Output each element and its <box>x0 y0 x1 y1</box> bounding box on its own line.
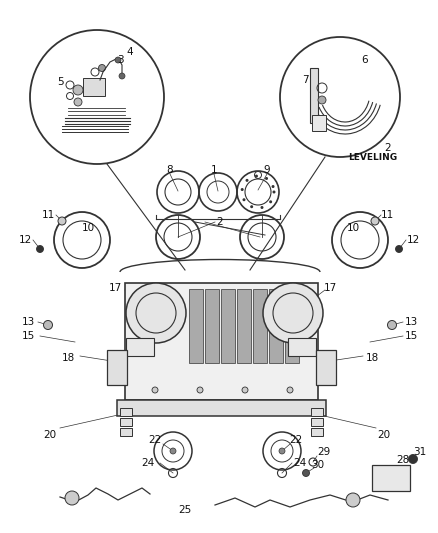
Circle shape <box>371 217 379 225</box>
Bar <box>316 350 336 385</box>
Bar <box>107 350 127 385</box>
Bar <box>269 289 283 363</box>
Circle shape <box>197 387 203 393</box>
Bar <box>125 283 318 400</box>
Circle shape <box>152 387 158 393</box>
Circle shape <box>250 205 253 208</box>
Bar <box>205 289 219 363</box>
Circle shape <box>287 387 293 393</box>
Circle shape <box>409 455 417 464</box>
Text: 2: 2 <box>385 143 391 153</box>
Circle shape <box>241 188 244 191</box>
Text: 18: 18 <box>61 353 74 363</box>
Bar <box>311 418 323 426</box>
Circle shape <box>170 448 176 454</box>
Bar <box>221 289 235 363</box>
Bar <box>311 428 323 436</box>
Text: 15: 15 <box>404 331 417 341</box>
Circle shape <box>58 217 66 225</box>
Text: 12: 12 <box>406 235 420 245</box>
Circle shape <box>115 57 121 63</box>
Text: 22: 22 <box>290 435 303 445</box>
Text: 8: 8 <box>167 165 173 175</box>
Text: 25: 25 <box>178 505 192 515</box>
Circle shape <box>272 190 276 193</box>
Circle shape <box>303 470 310 477</box>
Circle shape <box>263 283 323 343</box>
Circle shape <box>243 198 245 201</box>
Circle shape <box>318 96 326 104</box>
Bar <box>83 78 105 96</box>
Circle shape <box>36 246 43 253</box>
Circle shape <box>65 491 79 505</box>
Text: 24: 24 <box>293 458 307 468</box>
Circle shape <box>255 175 258 177</box>
Bar <box>117 400 326 416</box>
Bar <box>311 408 323 416</box>
Text: 4: 4 <box>127 47 133 57</box>
Bar <box>285 289 299 363</box>
Circle shape <box>126 283 186 343</box>
Circle shape <box>272 185 275 188</box>
Text: LEVELING: LEVELING <box>349 152 398 161</box>
Text: 20: 20 <box>378 430 391 440</box>
Text: 31: 31 <box>413 447 427 457</box>
Text: 2: 2 <box>217 217 223 227</box>
Bar <box>120 418 132 426</box>
Text: 24: 24 <box>141 458 155 468</box>
Bar <box>126 338 154 356</box>
Circle shape <box>74 98 82 106</box>
Text: 22: 22 <box>148 435 162 445</box>
Circle shape <box>388 320 396 329</box>
Text: 12: 12 <box>18 235 32 245</box>
Text: 15: 15 <box>21 331 35 341</box>
Text: 9: 9 <box>264 165 270 175</box>
Bar <box>372 465 410 491</box>
Circle shape <box>242 387 248 393</box>
Text: 13: 13 <box>21 317 35 327</box>
Text: 6: 6 <box>362 55 368 65</box>
Text: 10: 10 <box>346 223 360 233</box>
Bar <box>120 428 132 436</box>
Text: 30: 30 <box>311 460 325 470</box>
Text: 28: 28 <box>396 455 410 465</box>
Bar <box>120 408 132 416</box>
Circle shape <box>246 179 248 182</box>
Bar <box>310 68 318 123</box>
Text: 18: 18 <box>365 353 378 363</box>
Text: 1: 1 <box>211 165 217 175</box>
Circle shape <box>73 85 83 95</box>
Bar <box>253 289 267 363</box>
Circle shape <box>279 448 285 454</box>
Text: 3: 3 <box>117 55 124 65</box>
Text: 20: 20 <box>43 430 57 440</box>
Text: 10: 10 <box>81 223 95 233</box>
Text: 5: 5 <box>57 77 64 87</box>
Circle shape <box>99 64 106 71</box>
Text: 29: 29 <box>318 447 331 457</box>
Text: 11: 11 <box>380 210 394 220</box>
Text: 11: 11 <box>41 210 55 220</box>
Circle shape <box>396 246 403 253</box>
Bar <box>288 338 316 356</box>
Bar <box>312 115 326 131</box>
Text: 17: 17 <box>323 283 337 293</box>
Circle shape <box>265 177 268 180</box>
Circle shape <box>43 320 53 329</box>
Circle shape <box>269 200 272 203</box>
Text: 7: 7 <box>302 75 308 85</box>
Bar <box>237 289 251 363</box>
Text: 13: 13 <box>404 317 417 327</box>
Circle shape <box>346 493 360 507</box>
Text: 17: 17 <box>108 283 122 293</box>
Circle shape <box>119 73 125 79</box>
Circle shape <box>261 206 264 209</box>
Bar <box>189 289 203 363</box>
